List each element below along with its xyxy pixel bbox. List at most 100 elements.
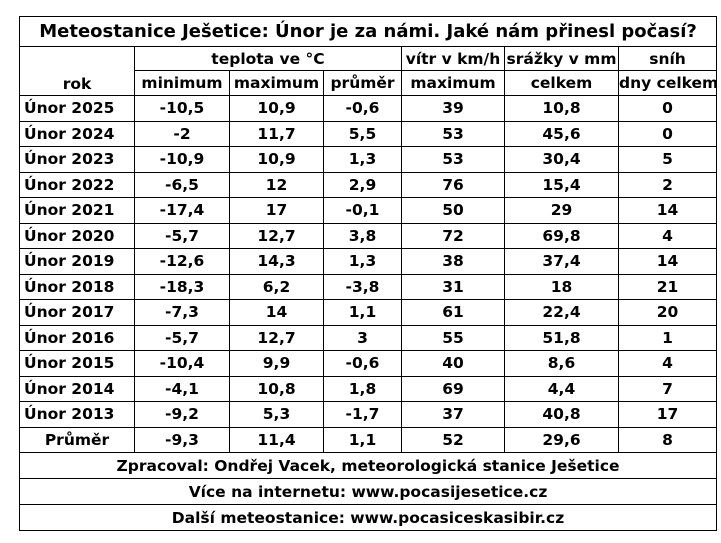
maximum-cell: 10,9 xyxy=(230,147,324,173)
maximum-cell: 9,9 xyxy=(230,351,324,377)
table-row: Únor 2014 -4,1 10,8 1,8 69 4,4 7 xyxy=(20,376,717,402)
footer-row: Zpracoval: Ondřej Vacek, meteorologická … xyxy=(20,453,717,479)
table-row: Únor 2018 -18,3 6,2 -3,8 31 18 21 xyxy=(20,274,717,300)
vitr-cell: 69 xyxy=(402,376,505,402)
srazky-cell: 18 xyxy=(505,274,619,300)
average-srazky: 29,6 xyxy=(505,427,619,453)
rok-cell: Únor 2022 xyxy=(20,172,135,198)
vitr-maximum-header: maximum xyxy=(402,71,505,96)
minimum-cell: -6,5 xyxy=(135,172,230,198)
table-row: Únor 2017 -7,3 14 1,1 61 22,4 20 xyxy=(20,300,717,326)
average-vitr: 52 xyxy=(402,427,505,453)
snih-cell: 4 xyxy=(619,223,717,249)
vitr-cell: 53 xyxy=(402,147,505,173)
srazky-cell: 4,4 xyxy=(505,376,619,402)
footer-row: Další meteostanice: www.pocasiceskasibir… xyxy=(20,505,717,531)
srazky-cell: 51,8 xyxy=(505,325,619,351)
table-row: Únor 2020 -5,7 12,7 3,8 72 69,8 4 xyxy=(20,223,717,249)
snih-cell: 4 xyxy=(619,351,717,377)
prumer-cell: 1,1 xyxy=(324,300,402,326)
snih-cell: 1 xyxy=(619,325,717,351)
rok-cell: Únor 2024 xyxy=(20,121,135,147)
footer-body: Zpracoval: Ondřej Vacek, meteorologická … xyxy=(20,453,717,531)
prumer-cell: 1,8 xyxy=(324,376,402,402)
rok-cell: Únor 2015 xyxy=(20,351,135,377)
vitr-cell: 61 xyxy=(402,300,505,326)
maximum-cell: 17 xyxy=(230,198,324,224)
minimum-cell: -7,3 xyxy=(135,300,230,326)
table-row: Únor 2023 -10,9 10,9 1,3 53 30,4 5 xyxy=(20,147,717,173)
data-rows: Únor 2025 -10,5 10,9 -0,6 39 10,8 0 Únor 2024 -2… xyxy=(20,96,717,428)
srazky-cell: 10,8 xyxy=(505,96,619,122)
prumer-cell: 1,3 xyxy=(324,147,402,173)
srazky-cell: 40,8 xyxy=(505,402,619,428)
minimum-cell: -5,7 xyxy=(135,325,230,351)
minimum-cell: -5,7 xyxy=(135,223,230,249)
snih-cell: 5 xyxy=(619,147,717,173)
rok-cell: Únor 2013 xyxy=(20,402,135,428)
maximum-header: maximum xyxy=(230,71,324,96)
snih-cell: 21 xyxy=(619,274,717,300)
rok-cell: Únor 2014 xyxy=(20,376,135,402)
maximum-cell: 12 xyxy=(230,172,324,198)
minimum-cell: -10,9 xyxy=(135,147,230,173)
table-row: Únor 2021 -17,4 17 -0,1 50 29 14 xyxy=(20,198,717,224)
table-row: Únor 2022 -6,5 12 2,9 76 15,4 2 xyxy=(20,172,717,198)
table-title: Meteostanice Ješetice: Únor je za námi. … xyxy=(20,17,717,47)
average-prumer: 1,1 xyxy=(324,427,402,453)
footer-row: Více na internetu: www.pocasijesetice.cz xyxy=(20,479,717,505)
weather-table: Meteostanice Ješetice: Únor je za námi. … xyxy=(19,16,717,531)
prumer-cell: 5,5 xyxy=(324,121,402,147)
snih-cell: 0 xyxy=(619,96,717,122)
maximum-cell: 12,7 xyxy=(230,325,324,351)
snih-dny-header: dny celkem xyxy=(619,71,717,96)
vitr-group-header: vítr v km/h xyxy=(402,47,505,71)
table-row: Únor 2025 -10,5 10,9 -0,6 39 10,8 0 xyxy=(20,96,717,122)
srazky-cell: 15,4 xyxy=(505,172,619,198)
minimum-cell: -18,3 xyxy=(135,274,230,300)
title-row: Meteostanice Ješetice: Únor je za námi. … xyxy=(20,17,717,47)
average-snih: 8 xyxy=(619,427,717,453)
vitr-cell: 37 xyxy=(402,402,505,428)
prumer-cell: -0,6 xyxy=(324,351,402,377)
vitr-cell: 53 xyxy=(402,121,505,147)
snih-cell: 20 xyxy=(619,300,717,326)
srazky-cell: 29 xyxy=(505,198,619,224)
table-row: Únor 2015 -10,4 9,9 -0,6 40 8,6 4 xyxy=(20,351,717,377)
snih-cell: 0 xyxy=(619,121,717,147)
vitr-cell: 50 xyxy=(402,198,505,224)
minimum-cell: -10,5 xyxy=(135,96,230,122)
minimum-cell: -12,6 xyxy=(135,249,230,275)
vitr-cell: 76 xyxy=(402,172,505,198)
vitr-cell: 38 xyxy=(402,249,505,275)
rok-header: rok xyxy=(20,47,135,96)
average-row: Průměr -9,3 11,4 1,1 52 29,6 8 xyxy=(20,427,717,453)
prumer-cell: 2,9 xyxy=(324,172,402,198)
table-body: Meteostanice Ješetice: Únor je za námi. … xyxy=(20,17,717,96)
srazky-cell: 45,6 xyxy=(505,121,619,147)
vitr-cell: 72 xyxy=(402,223,505,249)
minimum-header: minimum xyxy=(135,71,230,96)
prumer-cell: 1,3 xyxy=(324,249,402,275)
minimum-cell: -9,2 xyxy=(135,402,230,428)
prumer-cell: -0,1 xyxy=(324,198,402,224)
rok-cell: Únor 2016 xyxy=(20,325,135,351)
average-label: Průměr xyxy=(20,427,135,453)
table-row: Únor 2024 -2 11,7 5,5 53 45,6 0 xyxy=(20,121,717,147)
minimum-cell: -2 xyxy=(135,121,230,147)
rok-cell: Únor 2023 xyxy=(20,147,135,173)
average-body: Průměr -9,3 11,4 1,1 52 29,6 8 xyxy=(20,427,717,453)
footer-dalsi-link: Další meteostanice: www.pocasiceskasibir… xyxy=(20,505,717,531)
srazky-cell: 69,8 xyxy=(505,223,619,249)
prumer-cell: 3,8 xyxy=(324,223,402,249)
maximum-cell: 11,7 xyxy=(230,121,324,147)
prumer-cell: -3,8 xyxy=(324,274,402,300)
srazky-cell: 8,6 xyxy=(505,351,619,377)
vitr-cell: 40 xyxy=(402,351,505,377)
group-header-row: rok teplota ve °C vítr v km/h srážky v m… xyxy=(20,47,717,71)
prumer-header: průměr xyxy=(324,71,402,96)
table-row: Únor 2013 -9,2 5,3 -1,7 37 40,8 17 xyxy=(20,402,717,428)
maximum-cell: 10,9 xyxy=(230,96,324,122)
snih-cell: 2 xyxy=(619,172,717,198)
